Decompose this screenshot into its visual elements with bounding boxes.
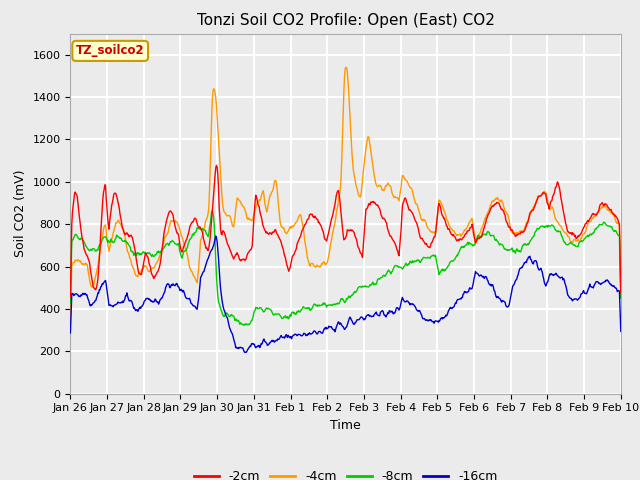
Text: TZ_soilco2: TZ_soilco2 bbox=[76, 44, 145, 58]
Legend: -2cm, -4cm, -8cm, -16cm: -2cm, -4cm, -8cm, -16cm bbox=[189, 465, 502, 480]
Y-axis label: Soil CO2 (mV): Soil CO2 (mV) bbox=[14, 170, 27, 257]
Title: Tonzi Soil CO2 Profile: Open (East) CO2: Tonzi Soil CO2 Profile: Open (East) CO2 bbox=[196, 13, 495, 28]
X-axis label: Time: Time bbox=[330, 419, 361, 432]
